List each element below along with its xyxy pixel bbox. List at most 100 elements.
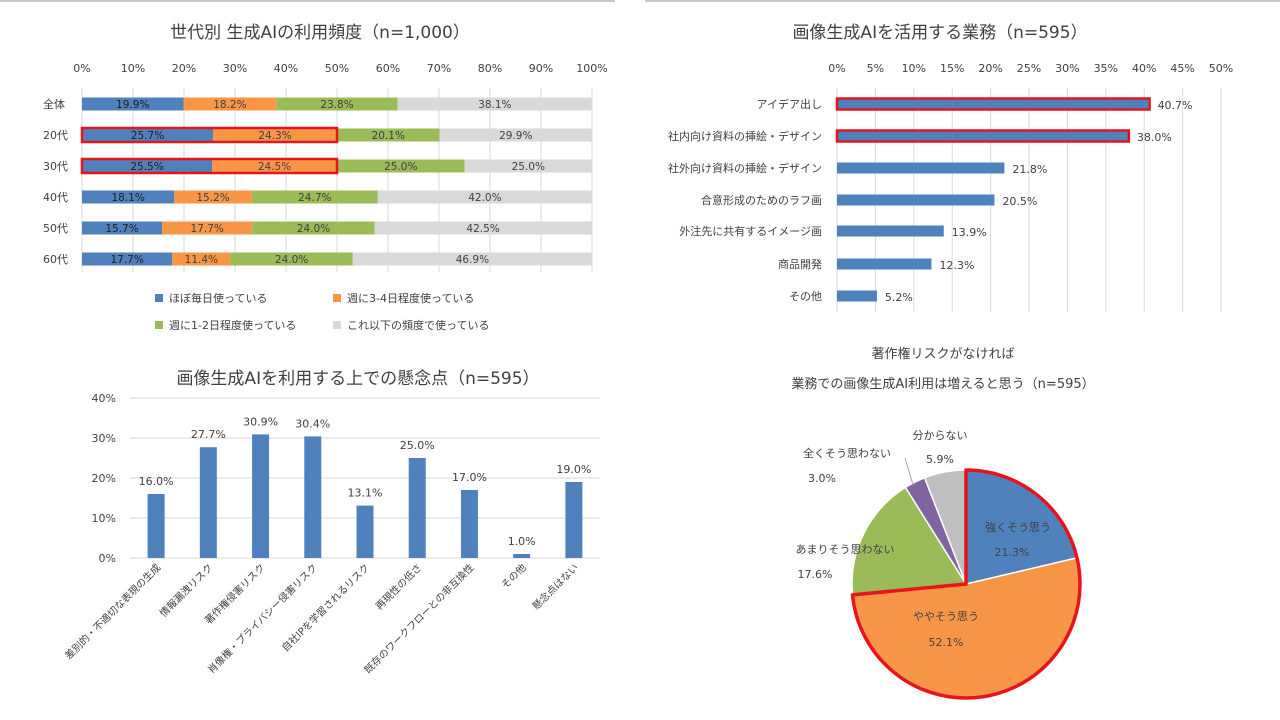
business-use-chart: 画像生成AIを活用する業務（n=595） 0% 5% 10% 15% 20% 25% 30%… <box>668 23 1233 312</box>
chart1-data-label: 42.0% <box>468 192 501 204</box>
chart1-x-tick-label: 50% <box>325 62 349 75</box>
chart1-data-label: 29.9% <box>499 130 532 142</box>
chart1-x-tick-label: 70% <box>427 62 451 75</box>
chart2-y-axis: アイデア出し社内向け資料の挿絵・デザイン社外向け資料の挿絵・デザイン合意形成のた… <box>668 97 822 303</box>
chart3-bar <box>460 490 478 558</box>
chart1-legend-swatch <box>155 321 163 329</box>
chart1-bars: 19.9% 18.2% 23.8% 38.1% 25.7% 24.3% 20.1% 29.9%… <box>80 97 592 266</box>
chart1-data-label: 20.1% <box>372 130 405 142</box>
chart1-bar-segment <box>252 221 375 235</box>
chart2-category-label: アイデア出し <box>757 97 822 111</box>
chart3-y-tick-label: 40% <box>92 392 116 405</box>
chart1-x-tick-label: 20% <box>172 62 196 75</box>
chart1-highlight-box <box>80 157 339 175</box>
chart1-bar-segment <box>82 252 173 266</box>
chart1-legend-label: 週に3-4日程度使っている <box>347 291 474 305</box>
chart1-data-label: 38.1% <box>478 99 511 111</box>
chart1-data-label: 25.5% <box>130 161 163 173</box>
chart3-bar <box>199 447 217 558</box>
chart3-y-tick-label: 30% <box>92 432 116 445</box>
chart1-x-tick-label: 0% <box>73 62 90 75</box>
chart3-y-axis: 40% 30% 20% 10% 0% <box>92 392 116 565</box>
chart3-bar <box>408 458 426 558</box>
chart3-bar <box>304 436 322 558</box>
chart4-title-line1: 著作権リスクがなければ <box>871 346 1014 362</box>
chart1-bar-segment <box>82 97 184 111</box>
chart1-bar-segment <box>374 221 592 235</box>
chart1-category-label: 全体 <box>43 97 65 111</box>
chart1-bar-segment <box>183 97 277 111</box>
chart1-x-tick-label: 30% <box>223 62 247 75</box>
chart2-category-label: 社内向け資料の挿絵・デザイン <box>668 129 822 143</box>
chart1-data-label: 24.0% <box>297 223 330 235</box>
chart4-slice-label: ややそう思う <box>913 610 979 623</box>
chart1-highlight-box <box>80 126 339 144</box>
chart1-category-label: 50代 <box>43 222 68 235</box>
chart1-data-label: 24.5% <box>258 161 291 173</box>
chart1-bar-segment <box>276 97 398 111</box>
chart3-bars: 16.0% 27.7% 30.9% 30.4% 13.1% 25.0% 17.0% 1.0% 1… <box>139 415 591 558</box>
chart2-x-tick-label: 45% <box>1170 62 1194 75</box>
chart1-bar-segment <box>439 128 592 142</box>
chart4-slice-label: 17.6% <box>798 568 833 581</box>
chart2-data-label: 38.0% <box>1137 131 1172 144</box>
chart2-bar <box>835 129 1131 143</box>
chart1-data-label: 25.0% <box>512 161 545 173</box>
concerns-chart: 画像生成AIを利用する上での懸念点（n=595） 40%30%20%10%0% … <box>62 368 600 676</box>
chart3-category-label: 自社IPを学習されるリスク <box>279 561 372 654</box>
chart1-data-label: 18.1% <box>111 192 144 204</box>
chart3-bar <box>513 554 531 558</box>
chart3-data-label: 30.4% <box>295 417 330 430</box>
chart1-legend-label: ほぼ毎日使っている <box>169 292 267 305</box>
chart1-legend-label: 週に1-2日程度使っている <box>169 318 296 332</box>
chart2-data-label: 13.9% <box>952 226 987 239</box>
chart1-bar-segment <box>251 190 378 204</box>
chart2-bar <box>837 225 944 237</box>
chart2-category-label: 外注先に共有するイメージ画 <box>679 224 822 238</box>
chart1-bar-segment <box>82 128 214 142</box>
chart3-data-label: 17.0% <box>452 471 487 484</box>
chart1-bar-segment <box>352 252 592 266</box>
chart4-title-line2: 業務での画像生成AI利用は増えると思う（n=595） <box>791 376 1094 392</box>
chart4-slices <box>850 468 1082 700</box>
chart3-title: 画像生成AIを利用する上での懸念点（n=595） <box>176 368 539 389</box>
chart3-category-label: 肖像権・プライバシー侵害リスク <box>205 561 320 676</box>
chart4-slice-label: 3.0% <box>808 472 836 485</box>
chart1-x-tick-label: 100% <box>576 62 607 75</box>
copyright-opinion-pie: 著作権リスクがなければ 業務での画像生成AI利用は増えると思う（n=595） 強… <box>791 346 1095 700</box>
chart1-y-axis: 全体 20代 30代 40代 50代 60代 <box>43 97 68 266</box>
chart4-highlight-outline <box>850 468 1082 700</box>
chart1-x-axis: 0% 10% 20% 30% 40% 50% 60% 70% 80% 90% 100% <box>73 62 607 75</box>
chart1-category-label: 30代 <box>43 160 68 173</box>
chart2-bar <box>837 194 995 206</box>
chart3-bar <box>356 505 374 558</box>
chart4-slice-label: あまりそう思わない <box>796 543 895 556</box>
chart2-category-label: 社外向け資料の挿絵・デザイン <box>668 161 822 175</box>
chart2-x-tick-label: 30% <box>1055 62 1079 75</box>
chart3-data-label: 13.1% <box>348 487 383 500</box>
chart1-gridlines <box>81 88 593 272</box>
chart2-x-tick-label: 50% <box>1209 62 1233 75</box>
chart1-data-label: 15.7% <box>105 223 138 235</box>
chart2-x-tick-label: 5% <box>867 62 884 75</box>
chart2-data-label: 5.2% <box>885 291 913 304</box>
chart3-bar <box>252 434 270 558</box>
chart1-legend-swatch <box>333 321 341 329</box>
chart2-x-tick-label: 10% <box>902 62 926 75</box>
chart3-y-tick-label: 0% <box>99 552 116 565</box>
chart1-data-label: 15.2% <box>196 192 229 204</box>
chart3-category-label: 既存のワークフローとの非互換性 <box>361 561 476 676</box>
chart1-x-tick-label: 40% <box>274 62 298 75</box>
chart3-category-label: 情報漏洩リスク <box>157 561 216 620</box>
chart2-data-label: 40.7% <box>1158 99 1193 112</box>
chart1-category-label: 40代 <box>43 191 68 204</box>
chart2-data-label: 20.5% <box>1002 195 1037 208</box>
chart1-data-label: 18.2% <box>213 99 246 111</box>
chart1-data-label: 42.5% <box>466 223 499 235</box>
chart2-x-tick-label: 0% <box>828 62 845 75</box>
chart1-bar-segment <box>162 221 253 235</box>
chart2-category-label: 合意形成のためのラフ画 <box>701 193 822 207</box>
chart2-x-tick-label: 25% <box>1017 62 1041 75</box>
chart3-data-label: 25.0% <box>400 439 435 452</box>
top-divider-left <box>0 0 615 2</box>
